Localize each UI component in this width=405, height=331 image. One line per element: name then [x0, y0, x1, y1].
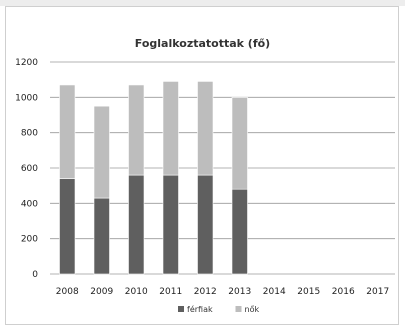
bar-férfiak-2008 — [59, 178, 76, 275]
x-tick-label: 2012 — [194, 287, 217, 297]
y-tick-label: 600 — [21, 164, 38, 174]
bar-férfiak-2009 — [93, 197, 110, 275]
y-tick-label: 1200 — [15, 58, 38, 68]
bar-nők-2008 — [59, 84, 76, 179]
bar-férfiak-2012 — [197, 174, 214, 275]
x-tick-label: 2015 — [297, 287, 320, 297]
y-tick-label: 200 — [21, 235, 38, 245]
y-tick-label: 400 — [21, 199, 38, 209]
top-strip — [0, 0, 405, 6]
bar-nők-2012 — [197, 81, 214, 176]
x-tick-label: 2008 — [56, 287, 79, 297]
bar-nők-2009 — [93, 105, 110, 199]
bar-férfiak-2013 — [231, 188, 248, 275]
bar-nők-2011 — [162, 81, 179, 176]
x-tick-label: 2011 — [159, 287, 182, 297]
x-tick-label: 2016 — [332, 287, 355, 297]
x-tick-label: 2017 — [366, 287, 389, 297]
bar-nők-2010 — [128, 84, 145, 176]
bar-nők-2013 — [231, 97, 248, 190]
legend-label-férfiak: férfiak — [187, 304, 213, 314]
y-tick-label: 0 — [32, 270, 38, 280]
chart-title: Foglalkoztatottak (fő) — [134, 37, 271, 50]
legend-swatch-férfiak — [178, 306, 184, 312]
bar-férfiak-2010 — [128, 174, 145, 275]
x-tick-label: 2009 — [90, 287, 113, 297]
legend-label-nők: nők — [245, 305, 260, 314]
y-tick-label: 1000 — [15, 93, 38, 103]
legend-swatch-nők — [235, 306, 242, 312]
x-tick-label: 2013 — [228, 287, 251, 297]
bar-férfiak-2011 — [162, 174, 179, 275]
y-tick-label: 800 — [21, 129, 38, 139]
x-tick-label: 2010 — [125, 287, 148, 297]
x-tick-label: 2014 — [263, 287, 286, 297]
